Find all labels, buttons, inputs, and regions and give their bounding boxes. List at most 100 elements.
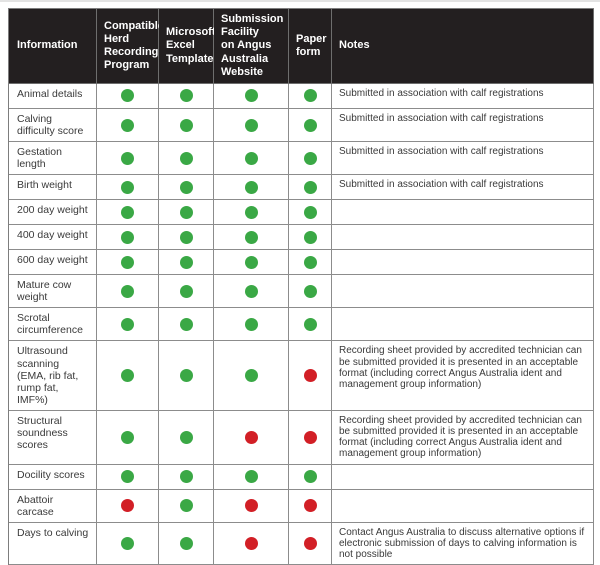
notes-cell: Submitted in association with calf regis… [332,108,594,143]
dot-cell [159,489,214,523]
dot-cell [159,308,214,342]
row-label: Mature cow weight [17,279,72,304]
green-dot [179,89,193,103]
row-label: 600 day weight [17,254,88,267]
green-dot [179,536,193,550]
red-dot [244,536,258,550]
row-label: Docility scores [17,468,85,481]
green-dot [179,317,193,331]
dot-cell [159,108,214,143]
dot-cell [289,108,332,143]
row-notes: Recording sheet provided by accredited t… [339,414,582,460]
green-dot [179,430,193,444]
dot-cell [97,175,159,201]
table-row: Birth weight Submitted in association wi… [9,175,594,201]
green-dot [244,180,258,194]
notes-cell: Submitted in association with calf regis… [332,175,594,201]
row-label: 200 day weight [17,204,88,217]
dot-cell [214,142,289,176]
green-dot [244,205,258,219]
table-row: Abattoir carcase [9,489,594,523]
notes-cell [332,464,594,490]
info-cell: Birth weight [9,175,97,201]
dot-cell [289,200,332,226]
notes-cell: Recording sheet provided by accredited t… [332,410,594,465]
table-header-row: Information Compatible Herd Recording Pr… [9,9,594,84]
green-dot [179,205,193,219]
dot-cell [159,275,214,309]
notes-cell [332,489,594,523]
dot-cell [214,522,289,565]
dot-cell [159,464,214,490]
dot-cell [97,464,159,490]
row-notes: Submitted in association with calf regis… [339,146,544,158]
dot-cell [289,142,332,176]
red-dot [303,536,317,550]
dot-cell [159,200,214,226]
dot-cell [289,250,332,276]
info-cell: 400 day weight [9,225,97,251]
dot-cell [214,83,289,109]
row-notes: Submitted in association with calf regis… [339,87,544,99]
dot-cell [289,489,332,523]
info-cell: Animal details [9,83,97,109]
notes-cell: Recording sheet provided by accredited t… [332,341,594,411]
info-cell: Days to calving [9,522,97,565]
dot-cell [159,250,214,276]
table-row: Structural soundness scores Recording sh… [9,410,594,465]
dot-cell [97,522,159,565]
table-row: Scrotal circumference [9,308,594,342]
green-dot [179,230,193,244]
dot-cell [97,200,159,226]
green-dot [303,151,317,165]
green-dot [244,255,258,269]
green-dot [121,230,134,244]
green-dot [303,205,317,219]
dot-cell [289,410,332,465]
green-dot [179,118,193,132]
row-notes: Submitted in association with calf regis… [339,179,544,191]
notes-cell: Submitted in association with calf regis… [332,142,594,176]
dot-cell [289,275,332,309]
dot-cell [289,308,332,342]
notes-cell [332,250,594,276]
red-dot [303,430,317,444]
column-header-information: Information [9,9,97,84]
green-dot [121,205,134,219]
dot-cell [214,410,289,465]
dot-cell [97,275,159,309]
dot-cell [159,341,214,411]
dot-cell [289,522,332,565]
green-dot [121,255,134,269]
row-label: Gestation length [17,146,62,171]
notes-cell [332,308,594,342]
row-label: Ultrasound scanning (EMA, rib fat, rump … [17,345,79,406]
column-header-paper-form: Paper form [289,9,332,84]
table-row: Docility scores [9,464,594,490]
green-dot [121,118,134,132]
row-notes: Submitted in association with calf regis… [339,112,544,124]
dot-cell [214,489,289,523]
table-row: Ultrasound scanning (EMA, rib fat, rump … [9,341,594,411]
green-dot [303,230,317,244]
info-cell: 200 day weight [9,200,97,226]
dot-cell [289,464,332,490]
row-label: Structural soundness scores [17,414,68,451]
green-dot [303,118,317,132]
table-row: Mature cow weight [9,275,594,309]
column-header-label: Information [17,39,78,52]
info-cell: 600 day weight [9,250,97,276]
dot-cell [97,225,159,251]
dot-cell [214,108,289,143]
dot-cell [214,341,289,411]
green-dot [121,536,134,550]
info-cell: Abattoir carcase [9,489,97,523]
info-cell: Ultrasound scanning (EMA, rib fat, rump … [9,341,97,411]
green-dot [179,470,193,483]
dot-cell [159,175,214,201]
green-dot [121,317,134,331]
row-notes: Recording sheet provided by accredited t… [339,345,582,390]
dot-cell [214,250,289,276]
dot-cell [214,200,289,226]
dot-cell [97,489,159,523]
